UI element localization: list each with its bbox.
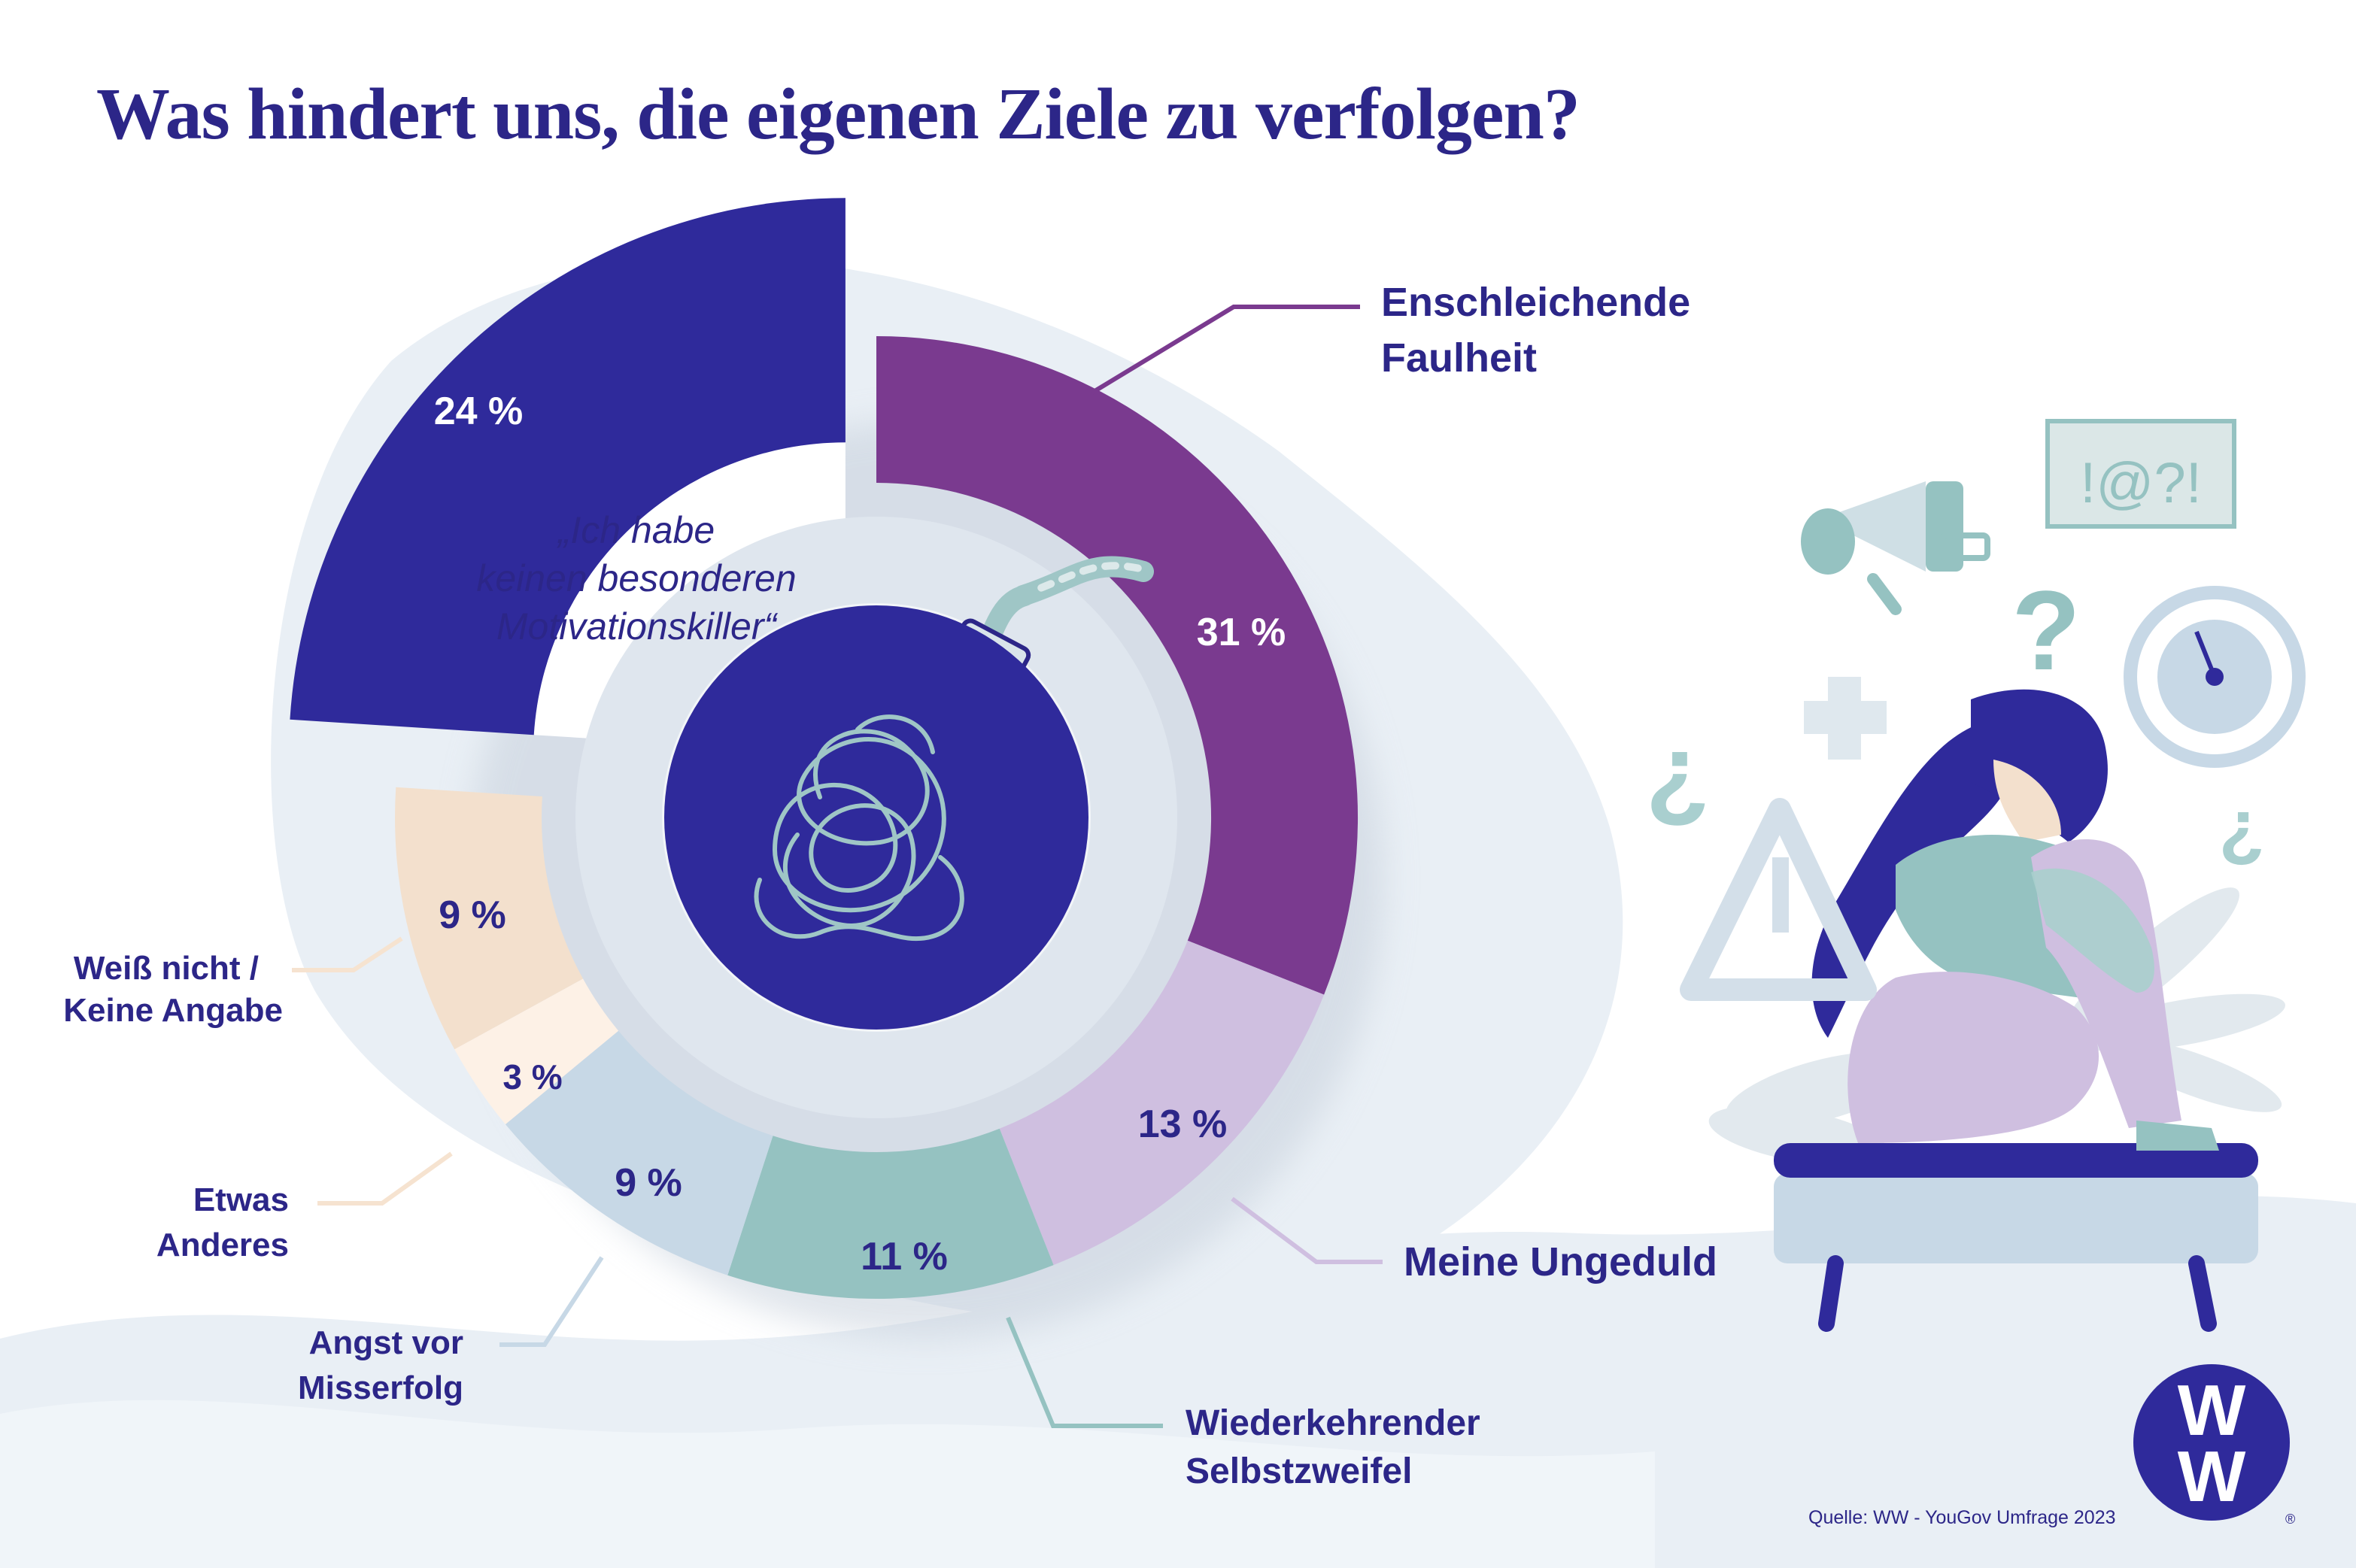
donut-slice-31-1 (876, 336, 1359, 995)
label-selbstzweifel-1: Wiederkehrender (1186, 1403, 1480, 1443)
bench-cushion (1774, 1143, 2258, 1178)
label-angst-2: Misserfolg (298, 1369, 463, 1406)
label-anderes-1: Etwas (193, 1181, 289, 1218)
leader-line-weissnicht (292, 936, 403, 972)
slice-value-24: 24 % (434, 390, 524, 433)
slice-value-3: 3 % (502, 1057, 562, 1096)
slice-value-9-angst: 9 % (615, 1161, 682, 1205)
label-angst-1: Angst vor (309, 1324, 463, 1361)
svg-text:?: ? (1645, 729, 1710, 848)
slice-value-9-weissnicht: 9 % (439, 893, 506, 937)
leader-line-ungeduld (1231, 1196, 1383, 1264)
chart-labels: 24 % 31 % 13 % 11 % 9 % 3 % 9 % „Ich hab… (63, 280, 1717, 1491)
donut-slice-11-3 (727, 1128, 1054, 1300)
leader-line-selbstzweifel (1006, 1316, 1163, 1428)
bomb-icon (664, 556, 1154, 1030)
donut-slice-13-2 (999, 940, 1325, 1266)
question-mark-icon: ? ? ? (1645, 567, 2264, 880)
label-weissnicht-1: Weiß nicht / (74, 950, 259, 987)
leader-line-faulheit (1091, 305, 1360, 395)
bench (1774, 1173, 2258, 1263)
illustration-stressed-woman (1708, 689, 2285, 1332)
quote-line-1: „Ich habe (557, 509, 715, 551)
leader-line-anderes (317, 1151, 453, 1206)
quote-line-3: Motivationskiller“ (496, 605, 779, 648)
quote-line-2: keinen besonderen (476, 557, 796, 599)
clock-icon (2124, 586, 2306, 768)
logo-text-bottom: W (2178, 1436, 2246, 1517)
quote-label: „Ich habe keinen besonderen Motivationsk… (476, 509, 796, 648)
label-weissnicht-2: Keine Angabe (63, 992, 283, 1029)
svg-text:?: ? (2218, 796, 2264, 880)
registered-mark: ® (2285, 1512, 2296, 1527)
source-note: Quelle: WW - YouGov Umfrage 2023 (1808, 1507, 2116, 1528)
leader-line-angst (499, 1256, 604, 1347)
label-anderes-2: Anderes (156, 1227, 289, 1263)
logo-text-top: W (2178, 1370, 2246, 1451)
donut-slice-9-6 (395, 787, 583, 1050)
donut-slice-3-5 (454, 978, 619, 1124)
slice-value-11: 11 % (861, 1235, 948, 1278)
page-title: Was hindert uns, die eigenen Ziele zu ve… (96, 74, 1580, 155)
label-selbstzweifel-2: Selbstzweifel (1186, 1451, 1412, 1491)
megaphone-icon (1801, 481, 1990, 615)
sign-icon: !@?! (2045, 419, 2236, 529)
ww-logo: W W (2133, 1364, 2290, 1521)
label-ungeduld: Meine Ungeduld (1404, 1239, 1717, 1284)
slice-value-13: 13 % (1138, 1102, 1228, 1146)
donut-slice-9-4 (505, 1030, 773, 1275)
donut-slice-24-0 (290, 198, 846, 735)
plus-icon (1804, 677, 1887, 760)
label-faulheit-1: Enschleichende (1381, 280, 1690, 325)
svg-text:?: ? (2011, 567, 2081, 693)
slice-value-31: 31 % (1197, 611, 1286, 654)
sign-text: !@?! (2080, 451, 2202, 515)
label-faulheit-2: Faulheit (1381, 335, 1537, 381)
warning-icon (1680, 798, 1877, 1001)
